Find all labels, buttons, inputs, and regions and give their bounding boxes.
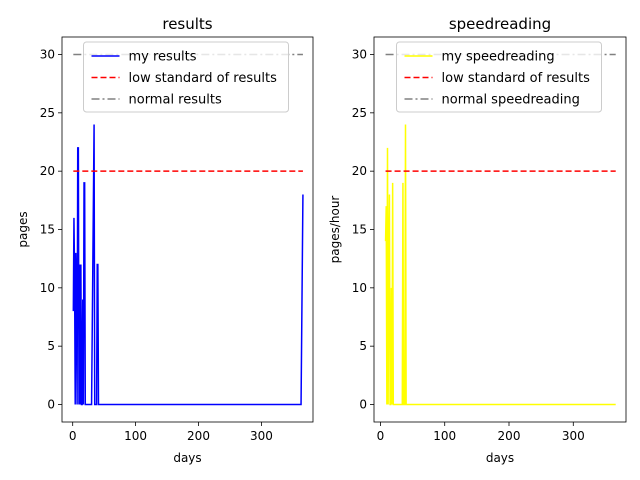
- x-tick-label: 0: [377, 429, 385, 443]
- y-axis-label: pages: [16, 211, 30, 247]
- x-axis-label: days: [173, 451, 201, 465]
- x-axis-label: days: [486, 451, 514, 465]
- y-tick-label: 25: [352, 106, 367, 120]
- legend-label-low-standard-of-results: low standard of results: [442, 71, 591, 86]
- x-tick-label: 200: [498, 429, 521, 443]
- y-tick-label: 15: [40, 223, 55, 237]
- x-tick-label: 300: [250, 429, 273, 443]
- series-line-my-results: [72, 124, 304, 406]
- legend-label-normal-results: normal results: [129, 93, 222, 108]
- x-tick-label: 100: [433, 429, 456, 443]
- chart-title: speedreading: [449, 15, 551, 33]
- legend-label-my-speedreading: my speedreading: [442, 50, 555, 65]
- y-tick-label: 20: [40, 164, 55, 178]
- y-tick-label: 5: [47, 339, 55, 353]
- y-tick-label: 25: [40, 106, 55, 120]
- y-tick-label: 0: [47, 398, 55, 412]
- y-tick-label: 0: [359, 398, 367, 412]
- y-tick-label: 5: [359, 339, 367, 353]
- legend-label-my-results: my results: [129, 50, 197, 65]
- legend-label-low-standard-of-results: low standard of results: [129, 71, 278, 86]
- x-tick-label: 100: [124, 429, 147, 443]
- y-tick-label: 10: [40, 281, 55, 295]
- series-line-my-speedreading: [384, 124, 616, 406]
- legend: my speedreading low standard of results no…: [396, 41, 602, 113]
- legend: my results low standard of results normal …: [83, 41, 289, 113]
- y-tick-label: 10: [352, 281, 367, 295]
- legend-box: [83, 41, 289, 113]
- results-chart: results 0 100 200 300 0 5 10 15 20 25 30 days pages my…: [16, 15, 314, 465]
- speedreading-chart: speedreading 0 100 200 300 0 5 10 15 20 25 30 days pa…: [328, 15, 627, 465]
- y-tick-label: 30: [40, 48, 55, 62]
- x-tick-label: 0: [69, 429, 77, 443]
- legend-box: [396, 41, 602, 113]
- x-tick-label: 300: [562, 429, 585, 443]
- y-tick-label: 30: [352, 48, 367, 62]
- y-tick-label: 20: [352, 164, 367, 178]
- x-tick-label: 200: [187, 429, 210, 443]
- y-axis-label: pages/hour: [328, 196, 342, 264]
- legend-label-normal-speedreading: normal speedreading: [442, 93, 580, 108]
- y-tick-label: 15: [352, 223, 367, 237]
- chart-title: results: [162, 15, 212, 33]
